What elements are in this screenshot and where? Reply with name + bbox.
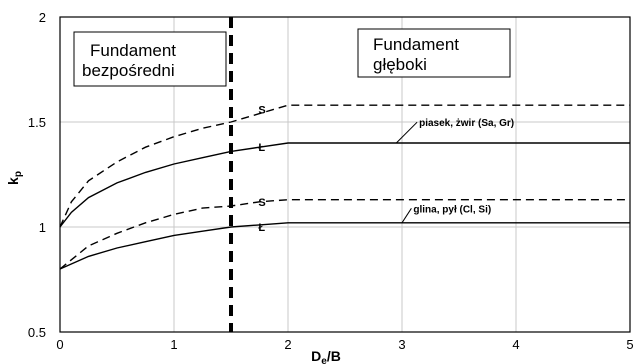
y-axis-label: kp [5,171,24,185]
x-tick-label: 5 [626,337,633,352]
series-line-2 [59,142,630,228]
region-left-line1: Fundament [90,41,176,60]
series-marker-1: S [258,104,265,116]
plot-frame [59,16,631,333]
series-marker-3: S [258,197,265,209]
y-tick-labels: 0.5 1 1.5 2 [28,10,46,340]
region-right-line2: głęboki [373,55,427,74]
y-tick-label: 0.5 [28,325,46,340]
annotation-label: piasek, żwir (Sa, Gr) [419,118,514,129]
series-marker-2: Ł [258,142,265,154]
region-right-line1: Fundament [373,35,459,54]
region-left-line2: bezpośredni [82,61,175,80]
series-line-3 [59,198,630,270]
x-tick-labels: 0 1 2 3 4 5 [56,337,633,352]
annotations: piasek, żwir (Sa, Gr) glina, pył (Cl, Si) [395,118,514,224]
x-tick-label: 1 [170,337,177,352]
series-marker-4: Ł [258,222,265,234]
region-box-left-frame [73,31,227,87]
annotation-label: glina, pył (Cl, Si) [413,204,491,215]
region-box-left: Fundament bezpośredni [73,31,227,87]
series-group: S Ł S Ł [59,104,630,270]
x-axis-label: De/B [311,348,341,364]
x-tick-label: 2 [284,337,291,352]
x-tick-label: 3 [398,337,405,352]
y-tick-label: 2 [39,10,46,25]
region-box-right: Fundament głęboki [357,28,511,78]
x-tick-label: 0 [56,337,63,352]
x-tick-label: 4 [512,337,519,352]
annotation-leader [395,121,418,144]
series-line-4 [59,222,630,270]
y-tick-label: 1.5 [28,115,46,130]
series-line-1 [59,104,630,228]
annotation-leader [401,208,412,224]
region-box-right-frame [357,28,511,78]
y-tick-label: 1 [39,220,46,235]
